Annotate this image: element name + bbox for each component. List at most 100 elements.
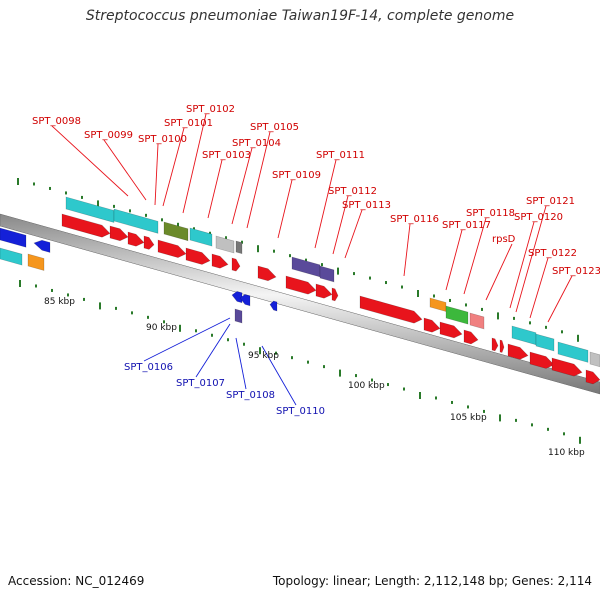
leader-line — [235, 337, 247, 390]
protein-feature — [319, 265, 335, 283]
scale-label: 90 kbp — [146, 323, 177, 333]
gene-label-spt_0102: SPT_0102 — [186, 104, 235, 115]
leader-line — [246, 131, 271, 229]
gene-label-spt_0110: SPT_0110 — [276, 406, 325, 417]
protein-feature — [511, 325, 537, 346]
leader-line — [207, 159, 223, 219]
leader-line — [51, 125, 129, 197]
reverse-gene — [231, 291, 243, 304]
protein-feature — [163, 221, 189, 242]
leader-line — [529, 257, 549, 319]
map-title: Streptococcus pneumoniae Taiwan19F-14, c… — [85, 8, 515, 24]
forward-gene — [315, 283, 333, 299]
gene-label-spt_0118: SPT_0118 — [466, 208, 515, 219]
gene-label-spt_0106: SPT_0106 — [124, 362, 173, 373]
gene-label-rpsd: rpsD — [492, 234, 516, 245]
protein-feature — [0, 247, 23, 266]
protein-feature — [234, 308, 243, 324]
forward-gene — [61, 213, 111, 238]
gene-label-spt_0122: SPT_0122 — [528, 248, 577, 259]
gene-label-spt_0113: SPT_0113 — [342, 200, 391, 211]
gene-label-spt_0108: SPT_0108 — [226, 390, 275, 401]
reverse-gene — [0, 227, 27, 248]
forward-gene — [551, 357, 583, 377]
leader-line — [143, 317, 231, 362]
gene-label-spt_0104: SPT_0104 — [232, 138, 281, 149]
forward-gene — [285, 275, 317, 295]
leader-line — [195, 323, 231, 378]
reverse-gene — [239, 294, 251, 307]
leader-line — [314, 159, 337, 249]
leader-line — [162, 127, 185, 207]
scale-labels: 85 kbp 90 kbp 95 kbp 100 kbp 105 kbp 110 kbp — [44, 297, 585, 458]
leader-line — [261, 345, 297, 406]
forward-gene — [507, 343, 529, 360]
scale-label: 100 kbp — [348, 381, 385, 391]
gene-label-spt_0098: SPT_0098 — [32, 116, 81, 127]
gene-label-spt_0107: SPT_0107 — [176, 378, 225, 389]
label-leaders — [51, 113, 573, 406]
reverse-gene — [269, 300, 278, 312]
scale-label: 110 kbp — [548, 448, 585, 458]
gene-label-spt_0105: SPT_0105 — [250, 122, 299, 133]
forward-gene — [211, 253, 229, 269]
leader-line — [547, 275, 573, 323]
leader-line — [332, 195, 349, 255]
forward-gene — [157, 239, 187, 258]
leader-line — [103, 139, 147, 201]
scale-label: 85 kbp — [44, 297, 75, 307]
accession-text: Accession: NC_012469 — [8, 574, 145, 588]
leader-line — [485, 243, 513, 301]
gene-label-spt_0103: SPT_0103 — [202, 150, 251, 161]
forward-gene — [185, 247, 211, 265]
gene-label-spt_0100: SPT_0100 — [138, 134, 187, 145]
gene-label-spt_0099: SPT_0099 — [84, 130, 133, 141]
leader-line — [277, 179, 293, 239]
reverse-gene — [33, 239, 51, 253]
protein-feature — [27, 253, 45, 271]
gene-label-spt_0112: SPT_0112 — [328, 186, 377, 197]
gene-label-spt_0121: SPT_0121 — [526, 196, 575, 207]
protein-feature — [235, 240, 243, 255]
protein-feature — [535, 333, 555, 352]
forward-gene — [423, 317, 441, 333]
forward-gene — [143, 235, 155, 250]
protein-feature — [469, 312, 485, 330]
leader-line — [403, 223, 411, 277]
forward-gene — [331, 287, 339, 302]
gene-label-spt_0101: SPT_0101 — [164, 118, 213, 129]
forward-gene — [439, 321, 463, 339]
leader-line — [182, 113, 207, 214]
protein-feature — [589, 351, 600, 368]
gene-label-spt_0111: SPT_0111 — [316, 150, 365, 161]
forward-gene — [491, 337, 499, 352]
protein-feature — [557, 341, 589, 363]
forward-gene — [359, 295, 423, 324]
gene-label-spt_0109: SPT_0109 — [272, 170, 321, 181]
gene-label-spt_0120: SPT_0120 — [514, 212, 563, 223]
forward-gene — [585, 369, 600, 385]
forward-gene — [109, 225, 129, 242]
leader-line — [445, 229, 463, 291]
forward-gene — [499, 339, 505, 353]
protein-feature — [429, 297, 447, 312]
topology-text: Topology: linear; Length: 2,112,148 bp; … — [272, 574, 592, 588]
genome-backbone — [0, 213, 600, 395]
leader-line — [154, 143, 159, 206]
feature-track — [0, 196, 600, 385]
protein-feature — [113, 208, 159, 234]
leader-line — [344, 209, 363, 259]
forward-gene — [257, 265, 277, 282]
protein-feature — [215, 235, 235, 254]
protein-feature — [65, 196, 115, 223]
gene-label-spt_0117: SPT_0117 — [442, 220, 491, 231]
gene-label-spt_0116: SPT_0116 — [390, 214, 439, 225]
forward-gene — [529, 351, 555, 369]
protein-feature — [189, 227, 213, 247]
leader-line — [231, 147, 253, 225]
leader-line — [463, 217, 487, 295]
scale-label: 95 kbp — [248, 351, 279, 361]
leader-line — [515, 205, 547, 313]
